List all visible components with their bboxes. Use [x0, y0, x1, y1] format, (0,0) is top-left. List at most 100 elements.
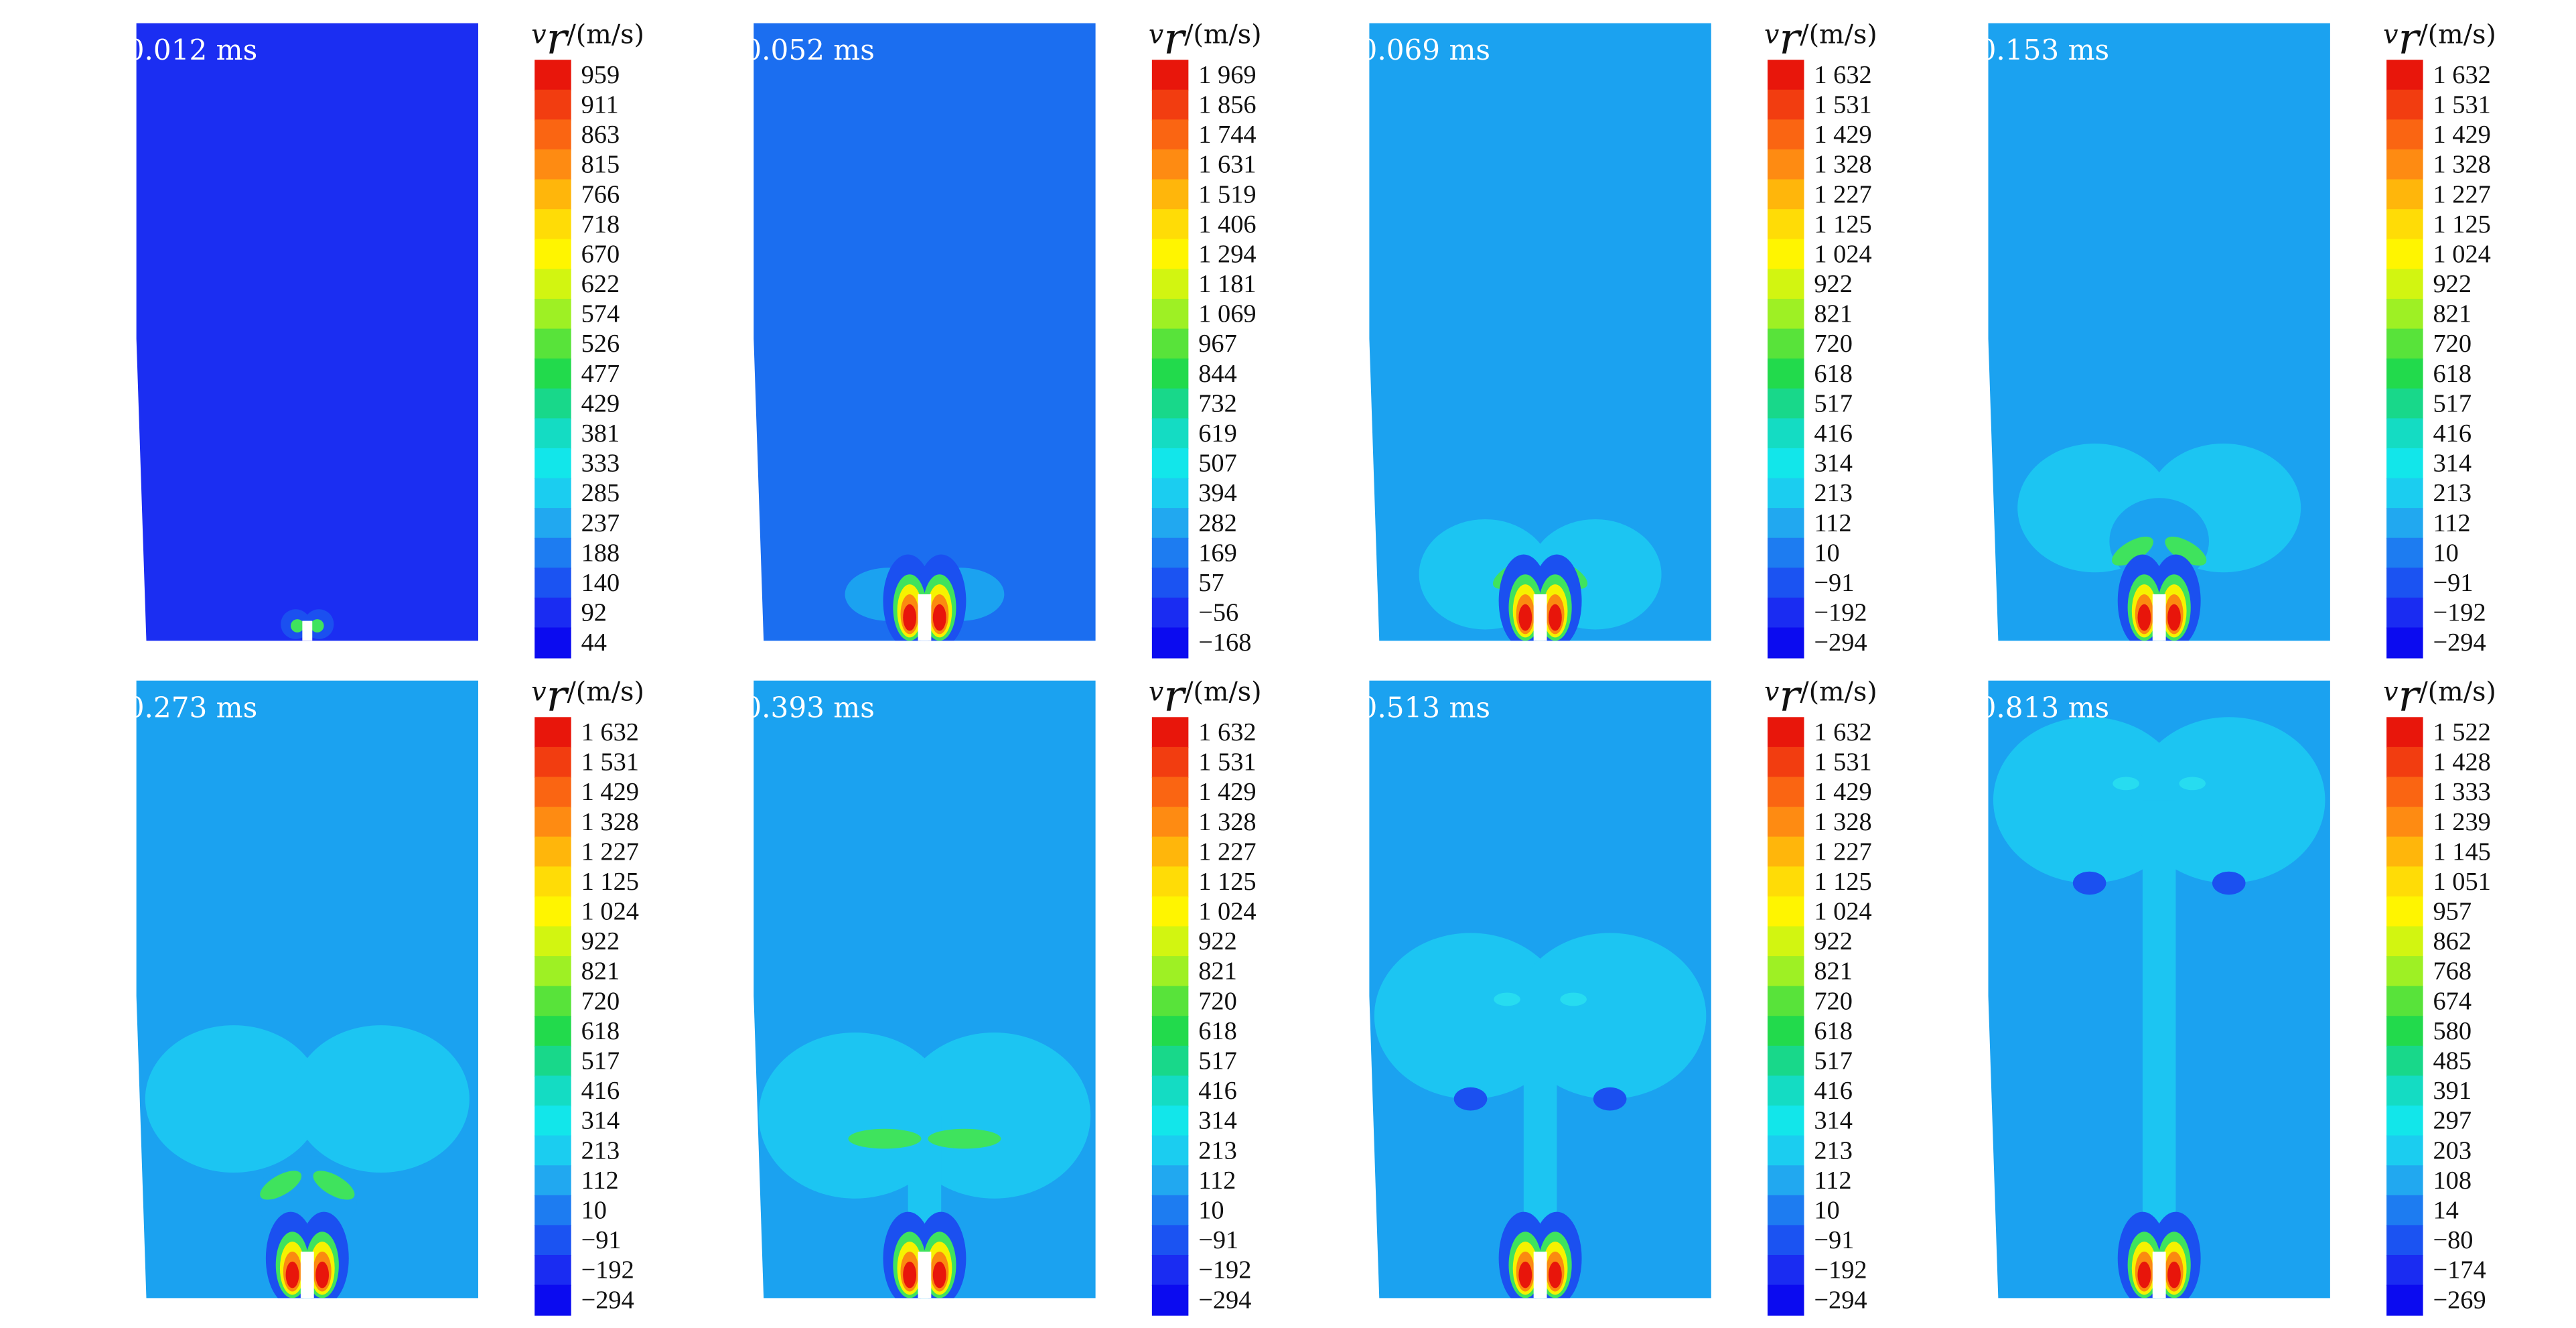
flow-domain — [754, 23, 1096, 641]
colorbar-title-subscript: r — [1779, 671, 1802, 721]
colorbar-swatch — [1767, 1254, 1804, 1286]
colorbar-swatch — [2386, 1135, 2423, 1167]
colorbar-tick-label: 416 — [1814, 1077, 1853, 1105]
time-label: 0.153 ms — [1979, 34, 2109, 66]
colorbar-swatch — [1151, 568, 1189, 599]
colorbar-swatch — [2386, 896, 2423, 927]
colorbar-tick-label: −91 — [2433, 569, 2473, 597]
colorbar-tick-label: 768 — [2433, 957, 2472, 986]
colorbar-tick-label: 957 — [2433, 898, 2472, 926]
colorbar-tick-label: 1 125 — [1814, 868, 1871, 896]
colorbar-swatch — [1151, 448, 1189, 480]
colorbar-tick-label: −168 — [1198, 628, 1251, 657]
colorbar-tick-label: 1 632 — [2433, 61, 2490, 89]
vortex-ring — [848, 1128, 922, 1149]
colorbar-swatch — [534, 1045, 571, 1077]
colorbar-swatch — [534, 896, 571, 927]
colorbar-title-subscript: r — [2399, 671, 2421, 721]
colorbar-tick-label: 1 969 — [1198, 61, 1256, 89]
colorbar-tick-label: −91 — [1814, 1226, 1854, 1254]
colorbar-tick-label: 922 — [2433, 270, 2472, 298]
colorbar-tick-label: 1 125 — [1198, 868, 1256, 896]
colorbar-tick-label: 922 — [1814, 927, 1853, 955]
colorbar-swatch — [534, 89, 571, 121]
colorbar-tick-label: 526 — [581, 330, 620, 358]
colorbar-swatch — [534, 1254, 571, 1286]
colorbar-swatch — [534, 1135, 571, 1167]
colorbar-swatch — [2386, 418, 2423, 450]
colorbar-swatch — [1151, 986, 1189, 1017]
colorbar-title-subscript: r — [2399, 13, 2421, 64]
colorbar-swatch — [534, 1075, 571, 1107]
colorbar-tick-label: −192 — [581, 1256, 634, 1284]
colorbar-tick-label: 863 — [581, 121, 620, 149]
colorbar-swatch — [2386, 746, 2423, 778]
colorbar-tick-label: 1 632 — [1198, 718, 1256, 746]
colorbar-tick-label: 1 744 — [1198, 121, 1256, 149]
colorbar-tick-label: 720 — [1814, 987, 1853, 1015]
jet-core — [291, 619, 304, 633]
colorbar-swatch — [2386, 1106, 2423, 1137]
colorbar-swatch — [1151, 179, 1189, 210]
colorbar-swatch — [2386, 1165, 2423, 1197]
colorbar-tick-label: 10 — [1814, 1196, 1839, 1224]
jet-core — [903, 604, 917, 631]
colorbar-tick-label: 1 227 — [1198, 838, 1256, 866]
colorbar-tick-label: 1 429 — [1814, 121, 1871, 149]
colorbar-tick-label: 1 227 — [1814, 838, 1871, 866]
colorbar-swatch — [1151, 149, 1189, 181]
nozzle — [2152, 1252, 2166, 1299]
colorbar-title-symbol: v — [1764, 677, 1779, 708]
colorbar-swatch — [534, 119, 571, 151]
colorbar-tick-label: 477 — [581, 360, 620, 388]
colorbar-swatch — [1151, 1225, 1189, 1256]
colorbar-swatch — [534, 717, 571, 748]
colorbar-tick-label: 314 — [1198, 1107, 1237, 1135]
colorbar-tick-label: −294 — [2433, 628, 2486, 657]
colorbar-swatch — [534, 597, 571, 628]
colorbar-tick-label: 1 429 — [1814, 778, 1871, 806]
colorbar-tick-label: 967 — [1198, 330, 1237, 358]
colorbar-tick-label: 285 — [581, 479, 620, 507]
colorbar-swatch — [1767, 537, 1804, 569]
colorbar-swatch — [534, 478, 571, 509]
colorbar-swatch — [2386, 717, 2423, 748]
colorbar-tick-label: 720 — [581, 987, 620, 1015]
colorbar-swatch — [534, 866, 571, 898]
colorbar-swatch — [1767, 89, 1804, 121]
jet-core — [932, 1261, 946, 1288]
vortex-ring — [1560, 992, 1587, 1006]
colorbar-tick-label: −91 — [1814, 569, 1854, 597]
colorbar-title-unit: /(m/s) — [1800, 677, 1877, 708]
colorbar-tick-label: 112 — [1814, 509, 1851, 537]
colorbar-tick-label: 1 051 — [2433, 868, 2490, 896]
colorbar-title-unit: /(m/s) — [2419, 677, 2496, 708]
colorbar-tick-label: 213 — [1814, 1136, 1853, 1165]
colorbar-tick-label: 1 328 — [1198, 808, 1256, 836]
colorbar-swatch — [2386, 627, 2423, 659]
flow-domain — [136, 23, 478, 641]
colorbar-tick-label: 1 024 — [581, 898, 639, 926]
colorbar-tick-label: 57 — [1198, 569, 1224, 597]
colorbar-swatch — [1151, 1195, 1189, 1226]
colorbar-swatch — [1767, 1016, 1804, 1047]
colorbar-title-unit: /(m/s) — [1800, 19, 1877, 50]
colorbar-swatch — [1767, 1106, 1804, 1137]
colorbar-swatch — [1151, 1045, 1189, 1077]
colorbar-swatch — [2386, 388, 2423, 419]
recirculation — [1593, 1087, 1627, 1111]
colorbar-tick-label: 112 — [1814, 1167, 1851, 1195]
colorbar-swatch — [1767, 986, 1804, 1017]
jet-core — [315, 1261, 330, 1288]
colorbar-tick-label: 574 — [581, 300, 620, 328]
colorbar-tick-label: 1 333 — [2433, 778, 2490, 806]
colorbar-tick-label: 720 — [1814, 330, 1853, 358]
colorbar-swatch — [2386, 777, 2423, 808]
nozzle — [1533, 594, 1547, 641]
colorbar-swatch — [1767, 478, 1804, 509]
colorbar-tick-label: 1 522 — [2433, 718, 2490, 746]
